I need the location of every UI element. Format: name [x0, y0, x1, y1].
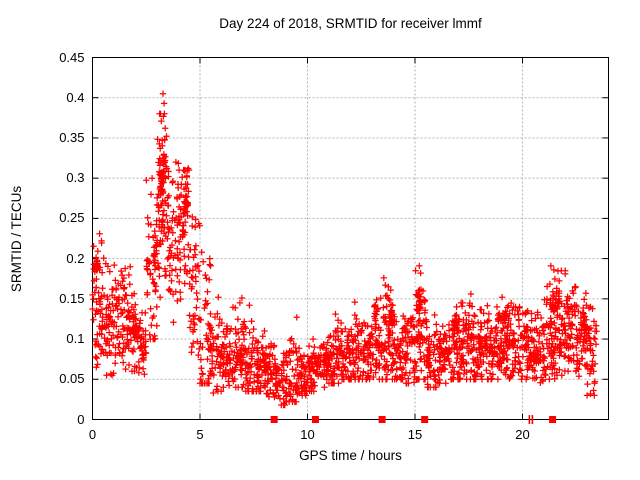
- x-tick-label: 20: [515, 426, 530, 442]
- gap-square-markers: [270, 416, 557, 423]
- x-tick-label: 0: [88, 426, 97, 442]
- y-tick-label: 0.3: [66, 170, 85, 186]
- y-tick-label: 0.1: [66, 331, 85, 347]
- y-tick-label: 0.35: [59, 129, 85, 145]
- x-tick-label: 15: [407, 426, 423, 442]
- chart-title: Day 224 of 2018, SRMTID for receiver lmm…: [219, 16, 482, 31]
- y-tick-label: 0.2: [66, 250, 85, 266]
- y-tick-label: 0.15: [59, 290, 85, 306]
- scatter-points: [89, 90, 600, 409]
- y-tick-label: 0.25: [59, 210, 85, 226]
- axis-tick-lines: [92, 57, 609, 420]
- y-axis-label: SRMTID / TECUs: [9, 185, 24, 293]
- y-tick-label: 0.4: [66, 89, 85, 105]
- axis-bar-markers: [528, 415, 534, 424]
- y-tick-label: 0: [77, 411, 85, 427]
- x-tick-label: 10: [300, 426, 315, 442]
- x-axis-label: GPS time / hours: [299, 448, 402, 463]
- x-tick-label: 5: [196, 426, 204, 442]
- y-tick-label: 0.45: [59, 49, 85, 65]
- y-tick-label: 0.05: [59, 371, 85, 387]
- plot-border: [92, 57, 609, 420]
